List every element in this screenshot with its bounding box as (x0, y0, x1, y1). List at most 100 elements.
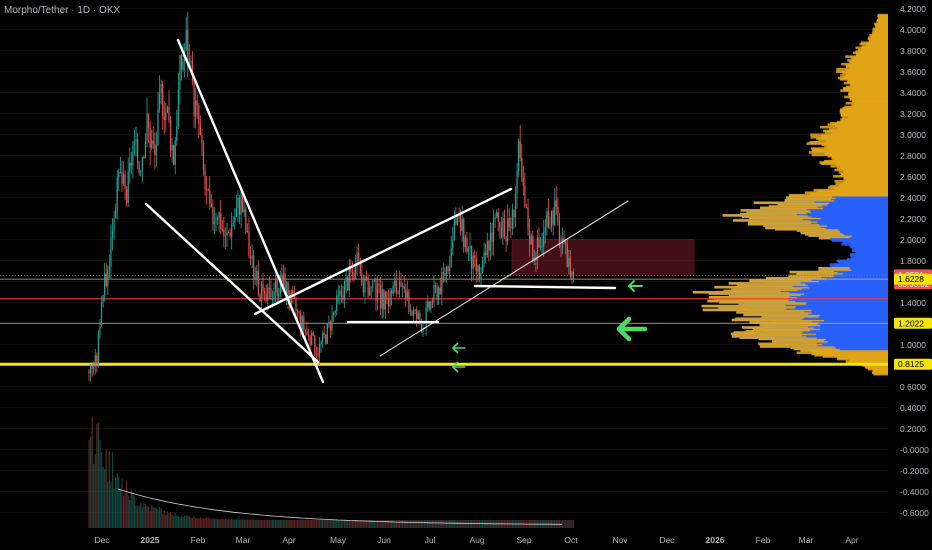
y-tick-label: 2.6000 (900, 172, 926, 182)
volume-bar (455, 519, 457, 528)
volume-bar (163, 510, 165, 528)
volume-bar (187, 515, 189, 528)
volume-bar (204, 517, 206, 528)
candle-body (514, 193, 517, 218)
volume-bar (135, 505, 137, 528)
candle-body (270, 288, 272, 300)
volume-bar (224, 518, 227, 528)
volume-bar (409, 519, 412, 528)
candle-body (264, 291, 266, 294)
volume-bar (254, 519, 256, 528)
volume-bar (238, 519, 241, 528)
volume-bar (179, 517, 181, 528)
candle-body (179, 54, 181, 89)
candle-body (433, 284, 435, 303)
candle-body (412, 310, 415, 316)
volume-bar (571, 520, 573, 528)
volume-bar (119, 488, 121, 528)
candle-body (271, 298, 274, 300)
price-label-box (894, 273, 932, 285)
volume-bar (403, 519, 405, 528)
candle-body (527, 207, 529, 231)
volume-bar (419, 519, 421, 528)
volume-bar (126, 481, 128, 528)
volume-bar (289, 519, 291, 528)
x-tick-label: Sep (516, 535, 531, 545)
candle-body (417, 313, 419, 319)
volume-bar (320, 519, 322, 528)
candle-body (201, 134, 203, 144)
candle-body (420, 321, 423, 332)
candle-body (477, 265, 479, 272)
volume-bar (279, 519, 281, 528)
candle-body (397, 293, 399, 295)
candle-body (221, 229, 223, 231)
candle-body (430, 301, 432, 310)
volume-bar (386, 519, 388, 528)
candle-body (513, 209, 515, 218)
arrow-lower-2-head (452, 361, 459, 373)
candle-body (237, 197, 239, 208)
candle-body (408, 291, 410, 312)
candle-body (107, 269, 109, 286)
volume-bar (276, 519, 278, 528)
candle-body (278, 294, 280, 297)
candle-body (569, 258, 571, 277)
volume-bar (124, 493, 126, 528)
candle-body (216, 217, 219, 221)
candle-body (96, 355, 98, 365)
volume-bar (323, 519, 325, 528)
candle-body (483, 252, 485, 262)
volume-bar (337, 519, 339, 528)
candle-body (311, 332, 313, 345)
candle-body (449, 266, 451, 271)
volume-bar (402, 519, 404, 528)
candle-body (282, 273, 285, 286)
candle-body (507, 218, 509, 242)
volume-bar (264, 519, 266, 528)
candle-body (541, 246, 543, 248)
candle-body (416, 309, 418, 319)
volume-bar (271, 519, 274, 528)
candle-body (438, 287, 440, 300)
volume-bar (138, 506, 140, 528)
volume-bar (191, 517, 194, 528)
x-tick-label: Feb (756, 535, 771, 545)
volume-bar (227, 518, 230, 528)
volume-bar (94, 454, 96, 528)
candle-body (538, 237, 540, 248)
candle-body (146, 114, 148, 141)
candle-body (218, 212, 220, 218)
volume-bar (116, 473, 118, 528)
volume-bar (185, 515, 187, 528)
candle-body (530, 235, 532, 245)
candle-body (549, 226, 551, 228)
volume-bar (270, 519, 272, 528)
candle-body (185, 30, 187, 51)
volume-bar (430, 519, 432, 528)
volume-bar (398, 519, 401, 528)
volume-bar (312, 519, 314, 528)
volume-bar (99, 439, 101, 528)
candle-body (158, 92, 161, 109)
volume-bar (311, 519, 313, 528)
candle-body (391, 290, 393, 294)
volume-bar (193, 516, 195, 528)
candle-body (234, 216, 236, 223)
volume-bar (284, 519, 286, 528)
candle-body (373, 279, 375, 282)
volume-bar (351, 519, 354, 528)
volume-bar (389, 519, 391, 528)
candle-body (411, 311, 413, 316)
candle-body (138, 164, 140, 173)
time-axis[interactable]: Dec 2025 Feb Mar Apr May Jun Jul Aug Sep Oct Nov Dec… (94, 535, 858, 545)
x-tick-label: Mar (799, 535, 814, 545)
volume-bar (317, 519, 319, 528)
volume-bar (133, 496, 136, 528)
volume-bar (427, 519, 429, 528)
volume-bar (328, 519, 330, 528)
horizontal-levels (0, 274, 888, 366)
x-tick-label: Oct (564, 535, 578, 545)
volume-bar (425, 519, 427, 528)
